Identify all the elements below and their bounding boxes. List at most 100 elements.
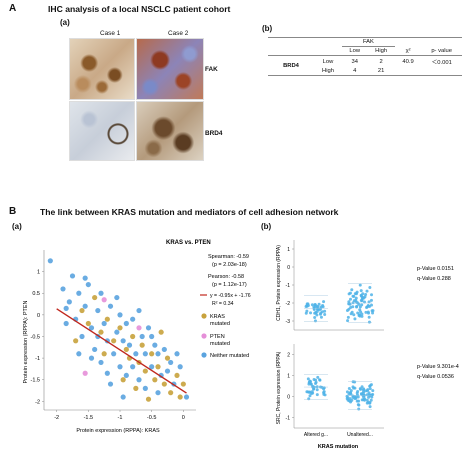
scatter-point — [130, 364, 136, 370]
strip-point — [360, 312, 364, 316]
strip-point — [365, 305, 369, 309]
strip-point — [353, 386, 357, 390]
y-tick-label: -2 — [35, 399, 40, 405]
strip-point — [365, 289, 369, 293]
strip-point — [355, 391, 359, 395]
scatter-point — [149, 364, 155, 370]
strip-point — [305, 390, 309, 394]
scatter-point — [161, 346, 167, 353]
scatter-point — [145, 396, 152, 402]
legend-neither-marker — [201, 352, 207, 358]
scatter-point — [168, 359, 174, 366]
legend-neither-label: Neither mutated — [210, 353, 249, 359]
scatter-point — [168, 390, 174, 396]
strip-point — [367, 391, 371, 395]
strip-point — [322, 387, 326, 391]
strip-point — [355, 300, 359, 304]
section-a-letter: A — [9, 3, 17, 14]
scatter-point — [133, 385, 139, 391]
scatter-point — [98, 290, 104, 296]
strip-point — [345, 390, 349, 394]
strip-point — [362, 397, 366, 401]
x-tick-label: -1 — [118, 415, 123, 421]
strip-point — [349, 312, 353, 316]
strip-point — [348, 297, 352, 301]
strip-point — [358, 308, 362, 312]
strip-point — [367, 320, 371, 324]
scatter-point — [85, 281, 91, 288]
strip-point — [370, 293, 374, 297]
pearson-p-text: (p = 1.12e-17) — [212, 282, 247, 288]
scatter-point — [117, 325, 123, 331]
scatter-point — [95, 307, 101, 314]
scatter-point — [114, 294, 120, 301]
pearson-text: Pearson: -0.58 — [208, 274, 244, 280]
scatter-point — [73, 338, 79, 344]
scatter-point — [123, 320, 129, 327]
scatter-point — [111, 351, 117, 357]
strip-point — [365, 398, 369, 402]
strip-point — [369, 398, 373, 402]
strip-point — [354, 395, 358, 399]
src-xlabel: KRAS mutation — [318, 444, 359, 450]
scatter-point — [152, 377, 158, 383]
cdh1-qvalue: q-Value 0.288 — [417, 276, 451, 282]
strip-point — [368, 387, 372, 391]
panel-ba-label: (a) — [12, 222, 22, 231]
scatter-point — [149, 351, 155, 357]
y-tick-label: 0 — [287, 395, 290, 401]
section-a-title: IHC analysis of a local NSCLC patient co… — [48, 4, 231, 14]
scatter-point — [145, 325, 152, 331]
scatter-point — [47, 258, 53, 264]
strip-point — [358, 314, 362, 318]
scatter-point — [155, 351, 161, 357]
y-tick-label: -1 — [35, 356, 40, 362]
strip-point — [317, 302, 321, 306]
strip-point — [349, 306, 353, 310]
scatter-point — [142, 368, 148, 374]
strip-point — [347, 300, 351, 304]
table-row-label: BRD4 — [283, 62, 299, 69]
y-tick-label: 1 — [37, 270, 40, 276]
strip-point — [354, 296, 358, 300]
table-group-header: FAK — [342, 38, 395, 47]
table-cell: 4 — [353, 68, 357, 74]
y-tick-label: -1.5 — [31, 378, 40, 384]
strip-point — [366, 310, 370, 314]
strip-point — [348, 291, 352, 295]
fak-brd4-table: FAK Low High χ² p- value BRD4 Low 34 2 4… — [268, 37, 462, 76]
ihc-case1-fak-image — [69, 38, 135, 100]
row-fak-label: FAK — [205, 66, 218, 73]
scatter-point — [69, 273, 76, 279]
strip-point — [307, 390, 311, 394]
section-b-title: The link between KRAS mutation and media… — [40, 207, 339, 217]
strip-point — [323, 309, 327, 313]
scatter-point — [60, 286, 66, 292]
table-cell — [395, 67, 421, 76]
scatter-point — [155, 390, 161, 396]
legend-pten-label: PTEN mutated — [210, 334, 230, 347]
strip-point — [360, 385, 364, 389]
strip-point — [352, 313, 356, 317]
scatter-point — [66, 299, 72, 305]
strip-point — [347, 386, 351, 390]
table-cell — [421, 67, 462, 76]
x-tick-label: -0.5 — [147, 415, 156, 421]
y-tick-label: 0.5 — [32, 291, 40, 297]
strip-point — [346, 315, 350, 319]
strip-point — [310, 390, 314, 394]
scatter-point — [98, 329, 104, 335]
strip-point — [350, 288, 354, 292]
scatter-point — [76, 290, 82, 296]
scatter-point — [117, 364, 123, 370]
ihc-case2-brd4-image — [136, 101, 204, 161]
scatter-point — [76, 351, 82, 357]
strip-point — [353, 317, 357, 321]
scatter-point — [92, 294, 98, 301]
scatter-point — [174, 372, 180, 379]
strip-point — [306, 377, 310, 381]
strip-point — [367, 300, 371, 304]
strip-point — [356, 403, 360, 407]
scatter-point — [177, 394, 183, 400]
table-cell: 21 — [377, 68, 385, 74]
